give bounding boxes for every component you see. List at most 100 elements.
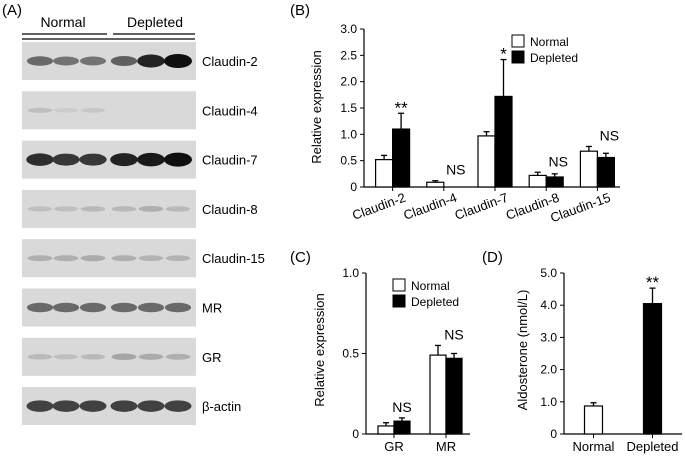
blot-band xyxy=(79,153,107,166)
blot-band xyxy=(111,206,137,212)
blot-band xyxy=(111,255,137,262)
blot-band xyxy=(26,400,54,412)
blot-band-label: Claudin-4 xyxy=(202,103,258,118)
blot-band xyxy=(165,353,191,360)
y-tick-label: 1.0 xyxy=(342,266,359,280)
chart-b-legend: Normal Depleted xyxy=(511,34,578,65)
chart-c-bars: NS NS xyxy=(377,326,464,435)
legend-normal-swatch xyxy=(511,34,525,48)
blot-band-label: MR xyxy=(202,301,222,316)
significance-label: * xyxy=(500,45,507,64)
chart-c-legend: Normal Depleted xyxy=(392,278,459,309)
blot-band xyxy=(164,54,192,68)
bar-depleted xyxy=(596,156,616,188)
y-tick-label: 2.0 xyxy=(540,363,557,377)
blot-band xyxy=(110,153,138,167)
chart-b-bars: ** NS * NS NS xyxy=(375,45,619,188)
blot-band-label: Claudin-7 xyxy=(202,153,258,168)
y-tick-label: 2.5 xyxy=(340,48,357,62)
y-tick-label: 3.0 xyxy=(340,22,357,36)
blot-band xyxy=(164,302,192,313)
blot-band xyxy=(27,206,53,212)
legend-normal-label: Normal xyxy=(530,35,569,49)
y-tick-label: 1.5 xyxy=(340,101,357,115)
category-label: Normal xyxy=(573,439,615,454)
bar-depleted xyxy=(642,302,663,435)
blot-band xyxy=(165,255,191,262)
bar-normal xyxy=(583,405,604,435)
blot-band xyxy=(53,206,79,212)
blot-band xyxy=(79,302,107,313)
blot-band xyxy=(80,206,106,212)
bar-depleted xyxy=(392,128,411,188)
legend-depleted-swatch xyxy=(392,294,406,308)
y-tick-label: 2.0 xyxy=(340,75,357,89)
legend-depleted-swatch xyxy=(511,50,525,64)
bar-depleted xyxy=(445,357,463,435)
y-tick-label: 0 xyxy=(352,427,359,441)
blot-band xyxy=(26,153,54,166)
blot-band xyxy=(137,152,165,167)
bar-depleted xyxy=(494,95,513,188)
blot-band xyxy=(137,54,165,68)
significance-label: NS xyxy=(548,153,567,169)
significance-label: NS xyxy=(600,127,619,143)
panel-label-d: (D) xyxy=(482,249,503,266)
legend-depleted-label: Depleted xyxy=(411,295,459,309)
blot-band xyxy=(27,107,53,113)
y-tick-label: 5.0 xyxy=(540,266,557,280)
chart-d: Aldosterone (nmol/L) 0 1.0 2.0 3.0 4.0 5.0 Nor… xyxy=(515,266,682,454)
blot-band-label: Claudin-8 xyxy=(202,202,258,217)
blot-band xyxy=(80,56,106,66)
blot-header-depleted: Depleted xyxy=(127,14,183,30)
blot-band xyxy=(27,354,53,360)
blot-band xyxy=(110,56,138,66)
blot-band xyxy=(53,255,79,262)
blot-header-normal: Normal xyxy=(40,14,85,30)
blot-band-label: Claudin-15 xyxy=(202,251,265,266)
blot-band xyxy=(137,302,165,313)
blot-band xyxy=(26,302,54,313)
y-tick-label: 0 xyxy=(350,180,357,194)
bar-normal xyxy=(429,354,447,435)
blot-band-label: GR xyxy=(202,350,222,365)
blot-band xyxy=(52,302,80,313)
bar-depleted xyxy=(393,420,411,435)
blot-band-label: Claudin-2 xyxy=(202,54,258,69)
bar-normal xyxy=(528,174,547,188)
category-label: Depleted xyxy=(626,439,678,454)
blot-band xyxy=(26,56,54,66)
significance-label: ** xyxy=(394,98,408,117)
significance-label: NS xyxy=(392,399,411,415)
legend-normal-swatch xyxy=(392,278,406,292)
blot-band xyxy=(111,353,137,361)
blot-band xyxy=(165,206,191,212)
bar-normal xyxy=(426,181,445,188)
blot-band xyxy=(52,400,80,412)
category-label: MR xyxy=(436,439,456,454)
panel-label-b: (B) xyxy=(290,2,310,19)
blot-band xyxy=(138,353,164,360)
legend-normal-label: Normal xyxy=(411,279,450,293)
panel-label-a: (A) xyxy=(2,2,22,19)
bar-normal xyxy=(579,150,599,188)
chart-d-ylabel: Aldosterone (nmol/L) xyxy=(515,290,530,411)
blot-band xyxy=(137,400,165,412)
blot-band xyxy=(80,354,106,360)
blot-band xyxy=(52,153,80,166)
bar-depleted xyxy=(545,176,564,188)
significance-label: NS xyxy=(446,162,465,178)
category-label: Claudin-7 xyxy=(453,190,510,223)
significance-label: NS xyxy=(444,326,463,342)
bar-normal xyxy=(477,135,496,188)
category-label: Claudin-2 xyxy=(350,190,407,223)
blot-band-label: β-actin xyxy=(202,399,241,414)
blot-band xyxy=(80,107,106,113)
category-label: Claudin-4 xyxy=(401,190,458,223)
blot-band xyxy=(110,302,138,313)
blot-band xyxy=(53,108,79,113)
chart-d-bars: ** xyxy=(583,273,663,435)
y-tick-label: 1.0 xyxy=(340,127,357,141)
blot-band xyxy=(138,205,164,212)
